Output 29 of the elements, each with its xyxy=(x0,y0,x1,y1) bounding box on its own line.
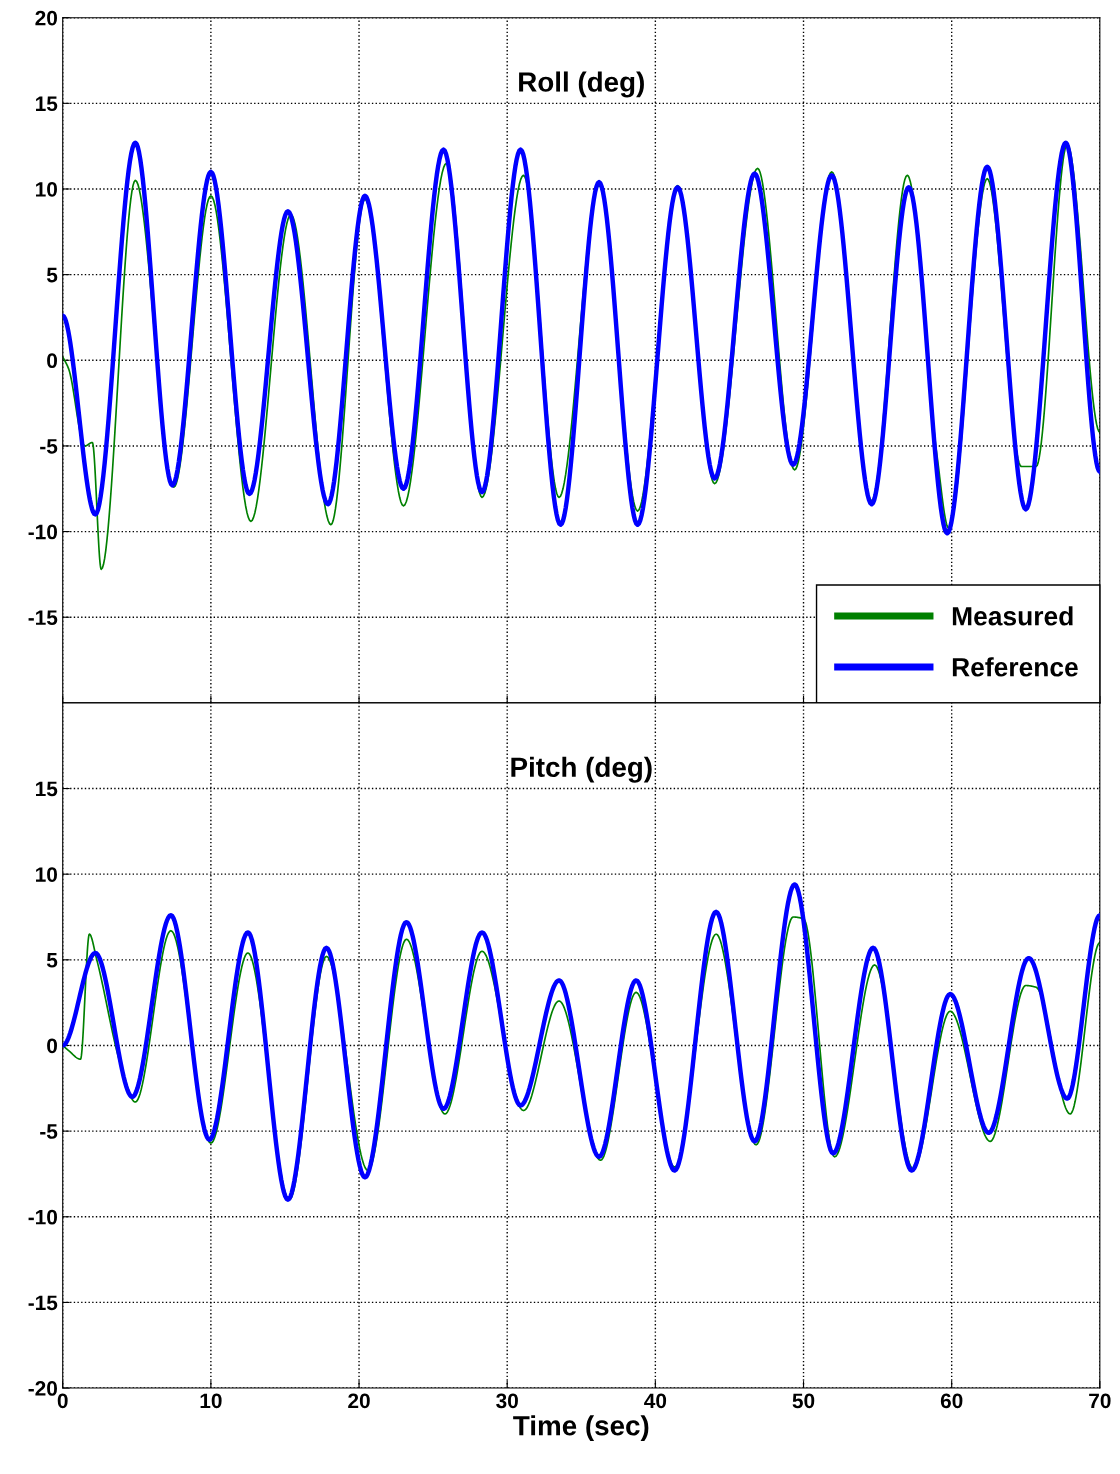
text: Pitch (deg) xyxy=(511,756,652,783)
legend-label: Measured xyxy=(952,606,1073,626)
y-tick-label: -10 xyxy=(28,524,58,540)
x-tick-label: 20 xyxy=(348,1393,370,1409)
x-tick-label: 60 xyxy=(940,1393,963,1409)
y-tick-label: 5 xyxy=(46,953,58,968)
y-tick-label: 20 xyxy=(35,10,58,26)
x-tick-label: 10 xyxy=(200,1393,222,1409)
y-tick-label: -5 xyxy=(40,1124,58,1139)
y-tick-label: 10 xyxy=(36,867,58,882)
y-tick-label: 10 xyxy=(36,181,58,197)
y-tick-label: -15 xyxy=(28,1295,58,1311)
y-tick-label: 0 xyxy=(47,353,58,369)
y-tick-label: 5 xyxy=(46,267,58,283)
y-tick-label: -10 xyxy=(28,1209,58,1225)
y-tick-label: -15 xyxy=(28,610,58,625)
legend-label: Reference xyxy=(952,657,1078,677)
x-tick-label: 70 xyxy=(1089,1393,1111,1409)
y-tick-label: -20 xyxy=(28,1381,58,1396)
x-axis-title: Time (sec) xyxy=(513,1415,649,1442)
y-tick-label: 0 xyxy=(47,1038,58,1054)
x-tick-label: 30 xyxy=(496,1393,518,1409)
y-tick-label: 15 xyxy=(36,781,58,797)
y-tick-label: -5 xyxy=(40,439,58,454)
y-tick-label: 15 xyxy=(36,96,58,112)
x-tick-label: 40 xyxy=(644,1393,667,1409)
x-tick-label: 0 xyxy=(57,1393,68,1409)
x-tick-label: 50 xyxy=(792,1393,815,1409)
text: Roll (deg) xyxy=(519,71,644,98)
